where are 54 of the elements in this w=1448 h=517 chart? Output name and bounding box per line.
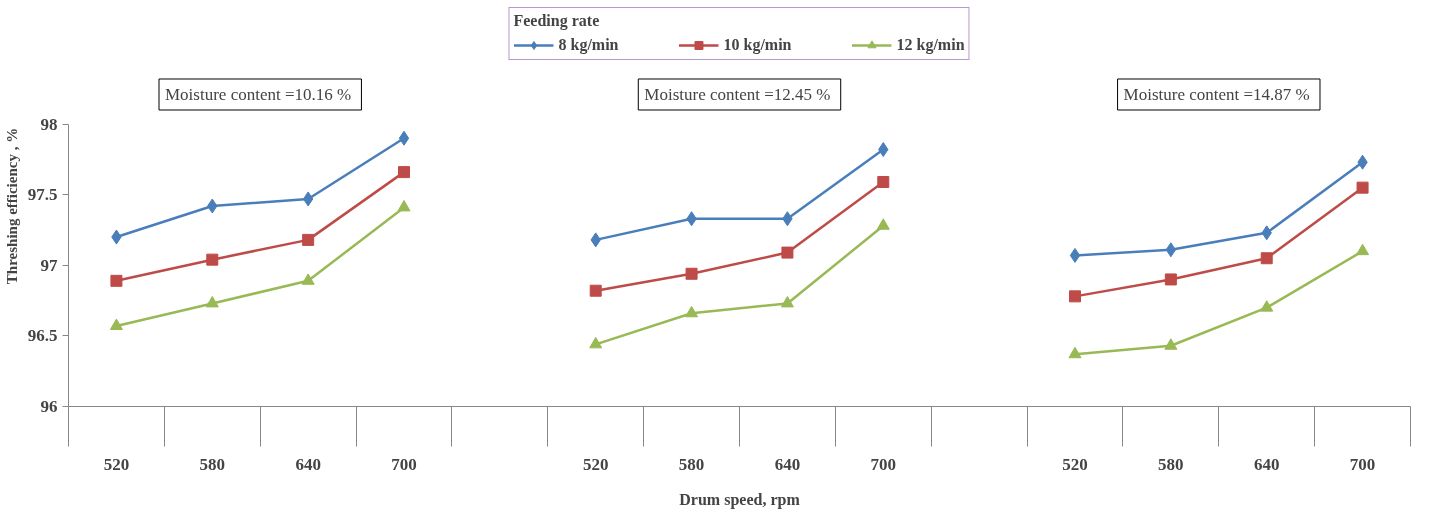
point: [876, 218, 890, 230]
point: [1260, 300, 1274, 312]
point: [109, 318, 123, 330]
point: [302, 191, 314, 207]
point: [781, 246, 794, 259]
y-tick-label: 96: [40, 397, 58, 416]
x-tick-label: 640: [1253, 454, 1280, 474]
x-tick-label: 640: [774, 454, 801, 474]
point: [1164, 273, 1177, 286]
point: [398, 166, 410, 179]
point: [685, 305, 699, 318]
x-tick-label: 520: [582, 454, 609, 474]
y-tick-label: 97: [40, 255, 58, 275]
point: [780, 296, 794, 308]
x-tick-label: 520: [103, 454, 130, 474]
y-tick-label: 96.5: [27, 326, 58, 346]
legend-title: Feeding rate: [513, 12, 601, 30]
x-tick-label: 700: [391, 454, 417, 474]
x-tick-label: 520: [1062, 454, 1088, 474]
point: [398, 130, 410, 146]
x-tick-label: 700: [1349, 454, 1376, 474]
point: [589, 336, 603, 349]
x-tick-label: 700: [870, 454, 897, 474]
point: [1069, 290, 1081, 303]
point: [1356, 181, 1369, 194]
point: [1165, 242, 1177, 258]
text: Moisture content =10.16 %: [165, 84, 352, 104]
point: [589, 284, 602, 297]
point: [110, 274, 123, 287]
point: [206, 253, 219, 266]
x-tick-label: 580: [678, 454, 705, 474]
text: Moisture content =14.87 %: [1123, 84, 1310, 104]
point: [302, 233, 315, 246]
text: Moisture content =12.45 %: [644, 84, 831, 104]
legend-label: 10 kg/min: [723, 36, 792, 54]
x-tick-label: 640: [295, 454, 321, 474]
y-tick-label: 98: [40, 114, 58, 134]
legend-label: 12 kg/min: [896, 36, 965, 54]
y-tick-label: 97.5: [27, 185, 58, 205]
x-axis-title: Drum speed, rpm: [679, 490, 801, 509]
point: [1260, 252, 1273, 265]
x-tick-label: 580: [199, 454, 226, 474]
legend-label: 8 kg/min: [558, 36, 619, 54]
point: [685, 267, 698, 280]
x-tick-label: 580: [1158, 454, 1184, 474]
point: [1356, 243, 1370, 256]
y-axis-title: Threshing efficiency , %: [3, 127, 20, 285]
point: [205, 296, 219, 308]
point: [1068, 346, 1082, 359]
point: [397, 199, 411, 212]
point: [1069, 247, 1081, 263]
point: [877, 176, 890, 188]
point: [301, 273, 315, 285]
point: [1164, 338, 1178, 350]
